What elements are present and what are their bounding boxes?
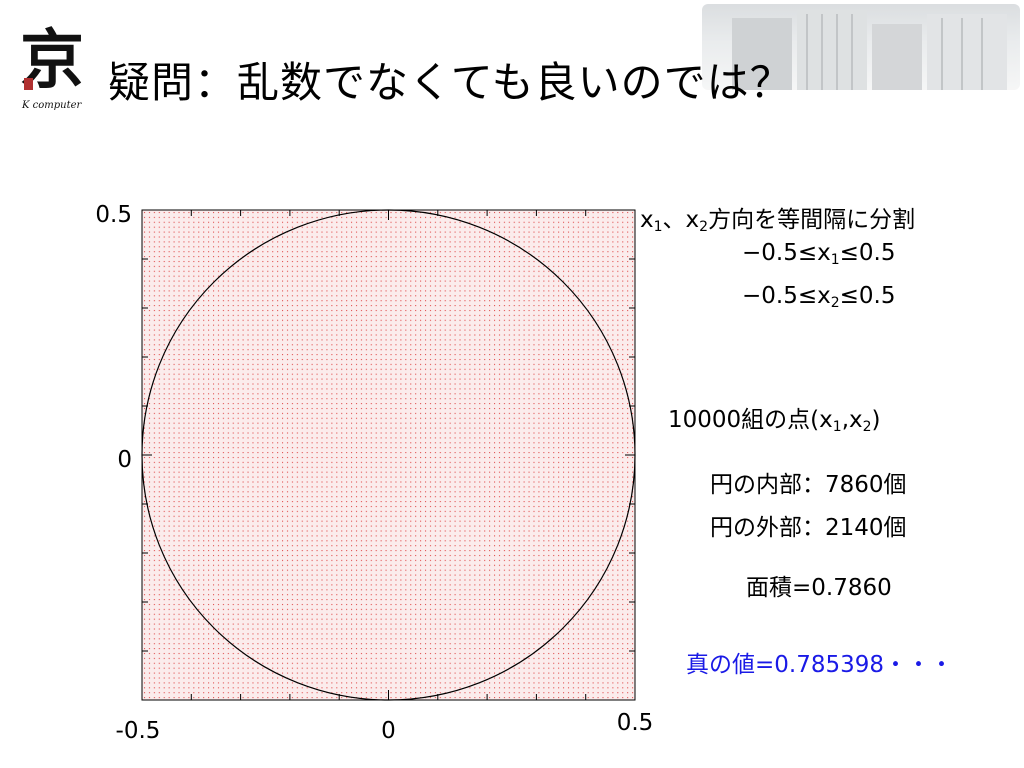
header-building-photo	[702, 4, 1020, 90]
page-title: 疑問：乱数でなくても良いのでは？	[108, 58, 793, 107]
y-tick-label: 0.5	[95, 202, 132, 228]
grid-points	[142, 210, 635, 700]
x1-range-note: −0.5≤x1≤0.5	[742, 240, 896, 268]
logo-seal	[24, 78, 33, 90]
true-value: 真の値=0.785398・・・	[686, 652, 954, 678]
x-tick-label: 0	[381, 718, 396, 744]
x-tick-label: 0.5	[617, 710, 654, 736]
x-tick-label: -0.5	[116, 718, 161, 744]
estimated-area: 面積=0.7860	[746, 575, 892, 601]
k-computer-logo: 京	[20, 23, 84, 98]
points-count-note: 10000組の点(x1,x2)	[668, 407, 881, 435]
outside-count: 円の外部：2140個	[710, 515, 907, 541]
grid-division-note: x1、x2方向を等間隔に分割	[640, 207, 916, 235]
inside-count: 円の内部：7860個	[710, 472, 907, 498]
x2-range-note: −0.5≤x2≤0.5	[742, 283, 896, 311]
logo-subtitle: K computer	[22, 100, 82, 111]
y-tick-label: 0	[117, 447, 132, 473]
